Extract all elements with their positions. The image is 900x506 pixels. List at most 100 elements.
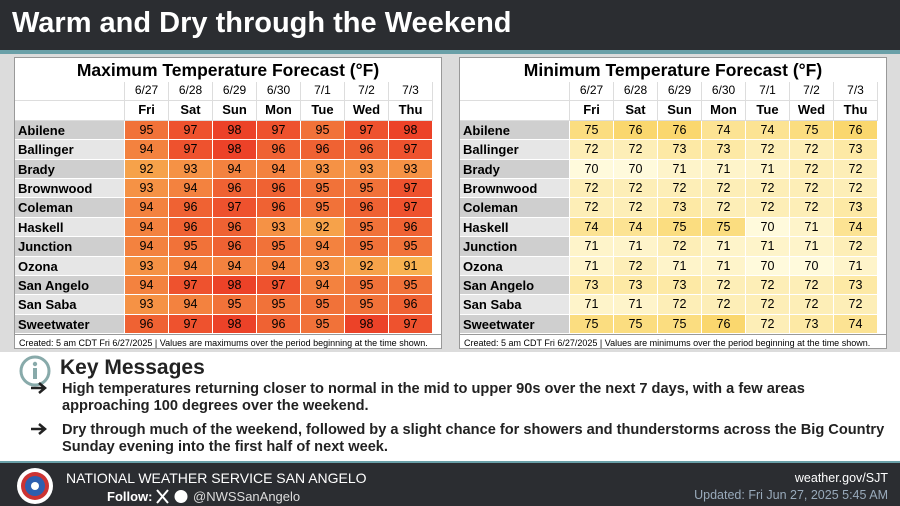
cell: 71 <box>658 159 702 179</box>
cell: 75 <box>570 314 614 335</box>
city: San Angelo <box>460 275 570 296</box>
arrow <box>31 423 47 435</box>
cell: 70 <box>790 256 834 276</box>
cell: 98 <box>213 120 257 141</box>
date: 6/27 <box>125 82 169 102</box>
cell: 72 <box>702 178 746 199</box>
cell: 71 <box>570 237 614 257</box>
cell: 71 <box>570 256 614 276</box>
cell: 71 <box>790 237 834 257</box>
cell: 93 <box>125 178 169 199</box>
header-row: Fri Sat Sun Mon Tue Wed Thu <box>460 101 886 121</box>
cell: 97 <box>345 120 389 141</box>
cell: 94 <box>169 256 213 276</box>
cell: 94 <box>125 140 169 160</box>
cell: 72 <box>614 256 658 276</box>
cell: 74 <box>570 217 614 238</box>
cell: 75 <box>702 217 746 238</box>
cell: 95 <box>125 120 169 141</box>
key-messages-title: Key Messages <box>60 356 205 379</box>
cell: 70 <box>746 256 790 276</box>
date: 6/29 <box>658 82 702 102</box>
cell: 75 <box>570 120 614 141</box>
cell: 95 <box>301 178 345 199</box>
cell: 98 <box>213 314 257 335</box>
cell: 72 <box>614 140 658 160</box>
cell: 96 <box>169 198 213 218</box>
date: 6/30 <box>257 82 301 102</box>
cell: 71 <box>834 256 878 276</box>
cell: 76 <box>658 120 702 141</box>
cell: 72 <box>746 140 790 160</box>
cell: 75 <box>658 217 702 238</box>
cell: 95 <box>389 275 433 296</box>
cell: 72 <box>790 178 834 199</box>
cell: 74 <box>834 314 878 335</box>
follow-label: Follow: <box>107 489 153 504</box>
cell: 97 <box>169 275 213 296</box>
city: San Saba <box>15 295 125 315</box>
cell: 75 <box>790 120 834 141</box>
date: 7/3 <box>834 82 878 102</box>
date: 6/28 <box>169 82 213 102</box>
data-row: Brownwood 72 72 72 72 72 72 72 <box>460 178 886 199</box>
handle: @NWSSanAngelo <box>193 489 301 504</box>
data-row: Brownwood 93 94 96 96 95 95 97 <box>15 178 441 199</box>
cell: 96 <box>213 217 257 238</box>
cell: 71 <box>658 256 702 276</box>
day: Fri <box>125 101 169 121</box>
cell: 93 <box>125 256 169 276</box>
cell: 95 <box>345 275 389 296</box>
day: Tue <box>301 101 345 121</box>
date: 6/30 <box>702 82 746 102</box>
day: Sat <box>169 101 213 121</box>
cell: 73 <box>658 198 702 218</box>
max-table: Maximum Temperature Forecast (°F) 6/27 6/2… <box>14 57 442 349</box>
data-row: San Saba 93 94 95 95 95 95 96 <box>15 295 441 315</box>
cell: 72 <box>658 178 702 199</box>
data-row: Sweetwater 96 97 98 96 95 98 97 <box>15 314 441 335</box>
data-row: Coleman 94 96 97 96 95 96 97 <box>15 198 441 218</box>
cell: 97 <box>389 178 433 199</box>
cell: 72 <box>702 198 746 218</box>
cell: 71 <box>746 159 790 179</box>
cell: 72 <box>746 198 790 218</box>
cell: 76 <box>702 314 746 335</box>
cell: 72 <box>614 198 658 218</box>
day: Thu <box>389 101 433 121</box>
cell: 93 <box>169 159 213 179</box>
city: Abilene <box>15 120 125 141</box>
cell: 98 <box>389 120 433 141</box>
cell: 71 <box>614 237 658 257</box>
data-row: Abilene 75 76 76 74 74 75 76 <box>460 120 886 141</box>
cell: 96 <box>257 314 301 335</box>
cell: 72 <box>834 178 878 199</box>
date: 6/27 <box>570 82 614 102</box>
cell: 74 <box>834 217 878 238</box>
date: 6/28 <box>614 82 658 102</box>
blank <box>15 82 125 102</box>
cell: 94 <box>257 256 301 276</box>
cell: 96 <box>345 198 389 218</box>
social-icons <box>156 489 188 504</box>
cell: 74 <box>702 120 746 141</box>
cell: 98 <box>213 140 257 160</box>
cell: 93 <box>301 159 345 179</box>
cell: 95 <box>169 237 213 257</box>
cell: 96 <box>257 178 301 199</box>
data-row: Brady 70 70 71 71 71 72 72 <box>460 159 886 179</box>
cell: 71 <box>570 295 614 315</box>
title: Warm and Dry through the Weekend <box>12 7 512 39</box>
day: Tue <box>746 101 790 121</box>
city: Ballinger <box>15 140 125 160</box>
cell: 72 <box>790 198 834 218</box>
cell: 95 <box>257 237 301 257</box>
cell: 72 <box>790 140 834 160</box>
office: NATIONAL WEATHER SERVICE SAN ANGELO <box>66 470 367 486</box>
min-table: Minimum Temperature Forecast (°F) 6/27 6/2… <box>459 57 887 349</box>
city: Ozona <box>460 256 570 276</box>
cell: 72 <box>790 275 834 296</box>
cell: 97 <box>169 314 213 335</box>
cell: 96 <box>169 217 213 238</box>
data-row: Abilene 95 97 98 97 95 97 98 <box>15 120 441 141</box>
